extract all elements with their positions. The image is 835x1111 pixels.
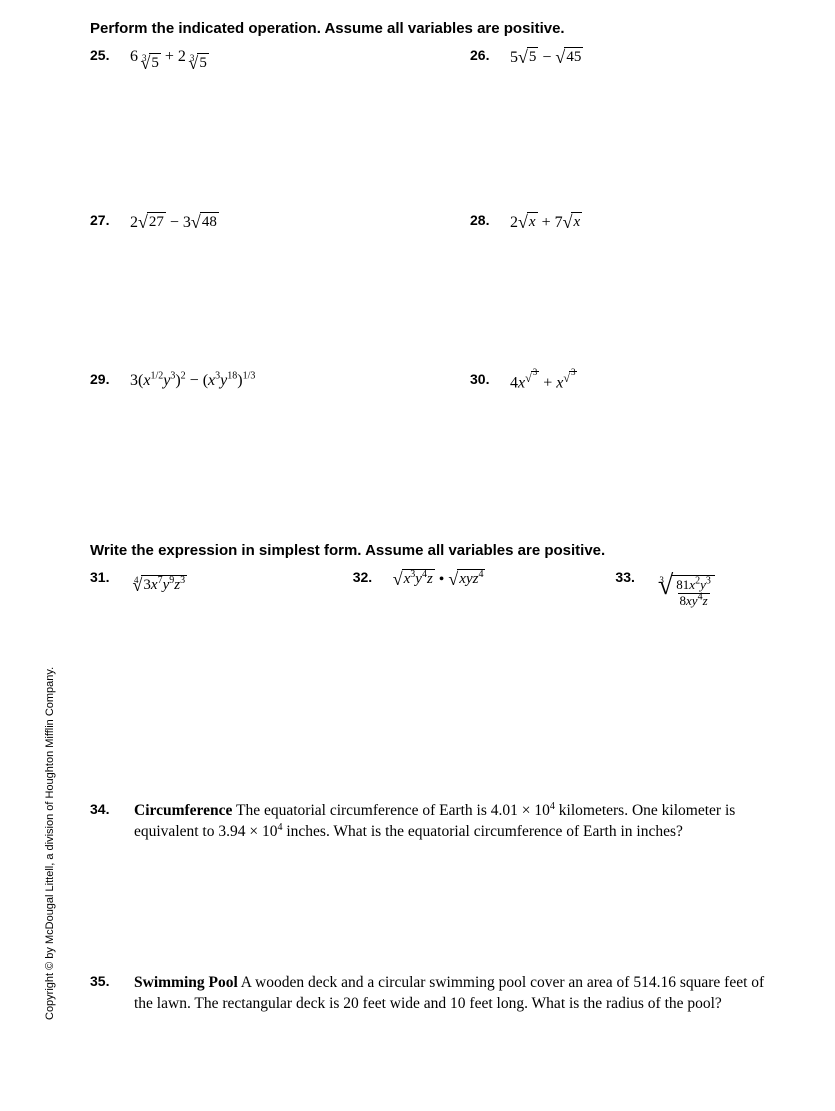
square-root: √x	[563, 212, 583, 233]
problem-number: 27.	[90, 212, 118, 228]
problem-number: 29.	[90, 371, 118, 387]
cube-root: 3√5	[138, 53, 161, 74]
expression: 2√27 − 3√48	[130, 212, 219, 234]
problem-number: 32.	[353, 569, 381, 585]
problem-number: 34.	[90, 801, 118, 843]
expression: 3(x1/2y3)2 − (x3y18)1/3	[130, 371, 255, 392]
exponent-sqrt: √3	[525, 373, 539, 384]
problem-27: 27. 2√27 − 3√48	[90, 212, 470, 234]
problem-row-31-33: 31. 4√3x7y9z3 32. √x3y4z • √xyz4 33. 3√ …	[90, 569, 810, 608]
square-root: √48	[191, 212, 219, 233]
problem-number: 28.	[470, 212, 498, 228]
problem-26: 26. 5√5 − √45	[470, 47, 800, 74]
problem-25: 25. 63√5 + 23√5	[90, 47, 470, 74]
square-root: √x3y4z	[393, 569, 435, 590]
heading-simplest: Write the expression in simplest form. A…	[90, 542, 810, 559]
expression: 5√5 − √45	[510, 47, 583, 69]
problem-number: 25.	[90, 47, 118, 63]
square-root: √27	[138, 212, 166, 233]
problem-number: 31.	[90, 569, 118, 585]
cube-root-fraction: 3√ 81x2y3 8xy4z	[655, 575, 714, 608]
word-problem-text: Swimming Pool A wooden deck and a circul…	[134, 973, 774, 1015]
problem-row-25-26: 25. 63√5 + 23√5 26. 5√5 − √45	[90, 47, 810, 74]
exponent-sqrt: √3	[563, 373, 577, 384]
problem-number: 35.	[90, 973, 118, 1015]
problem-number: 33.	[615, 569, 643, 585]
problem-row-29-30: 29. 3(x1/2y3)2 − (x3y18)1/3 30. 4x√3 + x…	[90, 371, 810, 394]
problem-title: Swimming Pool	[134, 974, 238, 991]
fourth-root: 4√3x7y9z3	[130, 575, 187, 596]
problem-29: 29. 3(x1/2y3)2 − (x3y18)1/3	[90, 371, 470, 394]
square-root: √5	[518, 47, 538, 68]
expression: 63√5 + 23√5	[130, 47, 209, 74]
expression: 4√3x7y9z3	[130, 569, 187, 596]
problem-30: 30. 4x√3 + x√3	[470, 371, 800, 394]
problem-34: 34. Circumference The equatorial circumf…	[90, 801, 810, 843]
problem-35: 35. Swimming Pool A wooden deck and a ci…	[90, 973, 810, 1015]
square-root: √x	[518, 212, 538, 233]
problem-32: 32. √x3y4z • √xyz4	[353, 569, 616, 608]
problem-31: 31. 4√3x7y9z3	[90, 569, 353, 608]
expression: 4x√3 + x√3	[510, 371, 577, 394]
problem-28: 28. 2√x + 7√x	[470, 212, 800, 234]
fraction: 81x2y3 8xy4z	[674, 578, 713, 608]
problem-row-27-28: 27. 2√27 − 3√48 28. 2√x + 7√x	[90, 212, 810, 234]
expression: √x3y4z • √xyz4	[393, 569, 486, 591]
problem-33: 33. 3√ 81x2y3 8xy4z	[615, 569, 810, 608]
square-root: √45	[555, 47, 583, 68]
worksheet-content: Perform the indicated operation. Assume …	[90, 20, 810, 1035]
expression: 3√ 81x2y3 8xy4z	[655, 569, 714, 608]
square-root: √xyz4	[448, 569, 485, 590]
word-problem-text: Circumference The equatorial circumferen…	[134, 801, 774, 843]
copyright-text: Copyright © by McDougal Littell, a divis…	[44, 667, 56, 1020]
problem-title: Circumference	[134, 802, 232, 819]
expression: 2√x + 7√x	[510, 212, 582, 234]
heading-perform: Perform the indicated operation. Assume …	[90, 20, 810, 37]
problem-number: 26.	[470, 47, 498, 63]
problem-number: 30.	[470, 371, 498, 387]
cube-root: 3√5	[186, 53, 209, 74]
